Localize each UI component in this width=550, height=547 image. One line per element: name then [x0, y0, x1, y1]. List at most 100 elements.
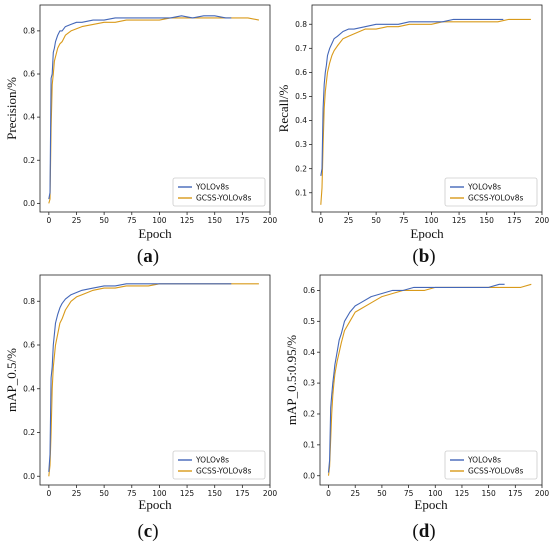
y-tick-label: 0.2: [23, 156, 35, 165]
y-axis-label: mAP_0.5/%: [4, 348, 19, 412]
x-tick-label: 0: [46, 489, 51, 498]
x-tick-label: 50: [99, 489, 109, 498]
panel-letter: a: [143, 246, 153, 267]
y-tick-label: 0.0: [23, 199, 35, 208]
panel-paren-close: ): [429, 246, 435, 267]
x-tick-label: 175: [508, 489, 523, 498]
y-axis-label: Precision/%: [4, 77, 19, 140]
x-tick-label: 100: [428, 489, 443, 498]
panel-label: (d): [412, 521, 435, 542]
panel-label: (a): [137, 246, 159, 267]
panel-label: (b): [412, 246, 435, 267]
legend: YOLOv8s GCSS-YOLOv8s: [172, 177, 266, 207]
legend-label-gcss-yolov8s: GCSS-YOLOv8s: [468, 194, 523, 203]
y-tick-label: 0.3: [295, 140, 307, 149]
panel-paren-close: ): [153, 246, 159, 267]
x-tick-label: 150: [208, 216, 223, 225]
x-tick-label: 200: [263, 489, 278, 498]
series-line-gcss-yolov8s: [327, 283, 532, 476]
x-axis-label: Epoch: [414, 497, 448, 512]
x-tick-label: 200: [535, 216, 550, 225]
x-tick-label: 0: [318, 216, 323, 225]
panel-paren-close: ): [152, 521, 158, 542]
x-tick-label: 75: [404, 489, 414, 498]
series-line-yolov8s: [327, 283, 505, 473]
y-axis-label: mAP_0.5:0.95/%: [284, 335, 299, 425]
x-tick-label: 150: [208, 489, 223, 498]
y-tick-label: 0.7: [295, 44, 307, 53]
panel-letter: d: [419, 521, 430, 542]
legend-box: [172, 450, 266, 480]
x-tick-label: 50: [377, 489, 387, 498]
x-tick-label: 125: [180, 489, 195, 498]
y-tick-label: 0.1: [303, 440, 315, 449]
x-axis-label: Epoch: [410, 226, 444, 241]
series-line-yolov8s: [48, 283, 232, 472]
chart-panel-b: 0 25 50 75 100 125 150 175 200 0.1 0.2 0.3 0.4 0.5 0.6…: [276, 4, 550, 267]
x-tick-label: 50: [99, 216, 109, 225]
x-tick-label: 125: [180, 216, 195, 225]
legend-label-gcss-yolov8s: GCSS-YOLOv8s: [196, 467, 251, 476]
x-tick-label: 25: [350, 489, 360, 498]
y-tick-label: 0.5: [303, 317, 315, 326]
x-tick-label: 175: [507, 216, 522, 225]
y-axis-label: Recall/%: [276, 85, 291, 133]
plot-frame: [39, 4, 271, 213]
x-tick-label: 25: [72, 216, 82, 225]
y-tick-label: 0.6: [23, 341, 35, 350]
x-tick-label: 200: [263, 216, 278, 225]
y-tick-label: 0.2: [23, 428, 35, 437]
x-tick-label: 175: [235, 216, 250, 225]
x-tick-label: 0: [326, 489, 331, 498]
y-tick-label: 0.2: [295, 164, 307, 173]
x-tick-label: 150: [481, 489, 496, 498]
y-tick-label: 0.6: [303, 286, 315, 295]
legend: YOLOv8s GCSS-YOLOv8s: [444, 177, 538, 207]
legend-box: [444, 177, 538, 207]
panel-paren-open: (: [137, 246, 143, 267]
x-tick-label: 0: [46, 216, 51, 225]
plot-frame: [319, 274, 543, 486]
chart-panel-d: 0 25 50 75 100 125 150 175 200 0.0 0.1 0.2 0.3 0.4 0.5…: [284, 274, 549, 542]
y-tick-label: 0.0: [23, 472, 35, 481]
x-tick-label: 25: [344, 216, 354, 225]
legend-label-yolov8s: YOLOv8s: [195, 183, 229, 192]
x-axis-label: Epoch: [138, 497, 172, 512]
series-line-gcss-yolov8s: [48, 283, 259, 477]
panel-paren-close: ): [429, 521, 435, 542]
y-tick-label: 0.2: [303, 410, 315, 419]
series-line-yolov8s: [320, 18, 504, 176]
y-tick-label: 0.0: [303, 471, 315, 480]
x-tick-label: 50: [371, 216, 381, 225]
x-tick-label: 25: [72, 489, 82, 498]
legend: YOLOv8s GCSS-YOLOv8s: [444, 450, 538, 480]
y-tick-label: 0.4: [23, 384, 35, 393]
x-tick-label: 125: [452, 216, 467, 225]
y-tick-label: 0.5: [295, 92, 307, 101]
y-tick-label: 0.6: [23, 70, 35, 79]
chart-panel-a: 0 25 50 75 100 125 150 175 200 0.0 0.2 0.4 0.6 0.8 YOL…: [4, 4, 278, 267]
x-tick-label: 75: [399, 216, 409, 225]
chart-panel-c: 0 25 50 75 100 125 150 175 200 0.0 0.2 0.4 0.6 0.8 YOL…: [4, 274, 278, 542]
plot-frame: [311, 4, 543, 213]
legend-label-gcss-yolov8s: GCSS-YOLOv8s: [196, 194, 251, 203]
y-tick-label: 0.1: [295, 188, 307, 197]
x-tick-label: 100: [424, 216, 439, 225]
y-tick-label: 0.4: [295, 116, 307, 125]
x-tick-label: 150: [480, 216, 495, 225]
y-tick-label: 0.8: [295, 20, 307, 29]
legend-label-yolov8s: YOLOv8s: [467, 456, 501, 465]
legend-box: [444, 450, 538, 480]
y-tick-label: 0.3: [303, 379, 315, 388]
panel-paren-open: (: [412, 246, 418, 267]
series-line-gcss-yolov8s: [320, 18, 531, 205]
y-tick-label: 0.4: [23, 113, 35, 122]
y-tick-label: 0.6: [295, 68, 307, 77]
series-line-yolov8s: [48, 15, 232, 200]
y-tick-label: 0.4: [303, 348, 315, 357]
legend-label-yolov8s: YOLOv8s: [467, 183, 501, 192]
panel-letter: c: [144, 521, 152, 542]
panel-label: (c): [137, 521, 158, 542]
series-line-gcss-yolov8s: [48, 17, 260, 204]
